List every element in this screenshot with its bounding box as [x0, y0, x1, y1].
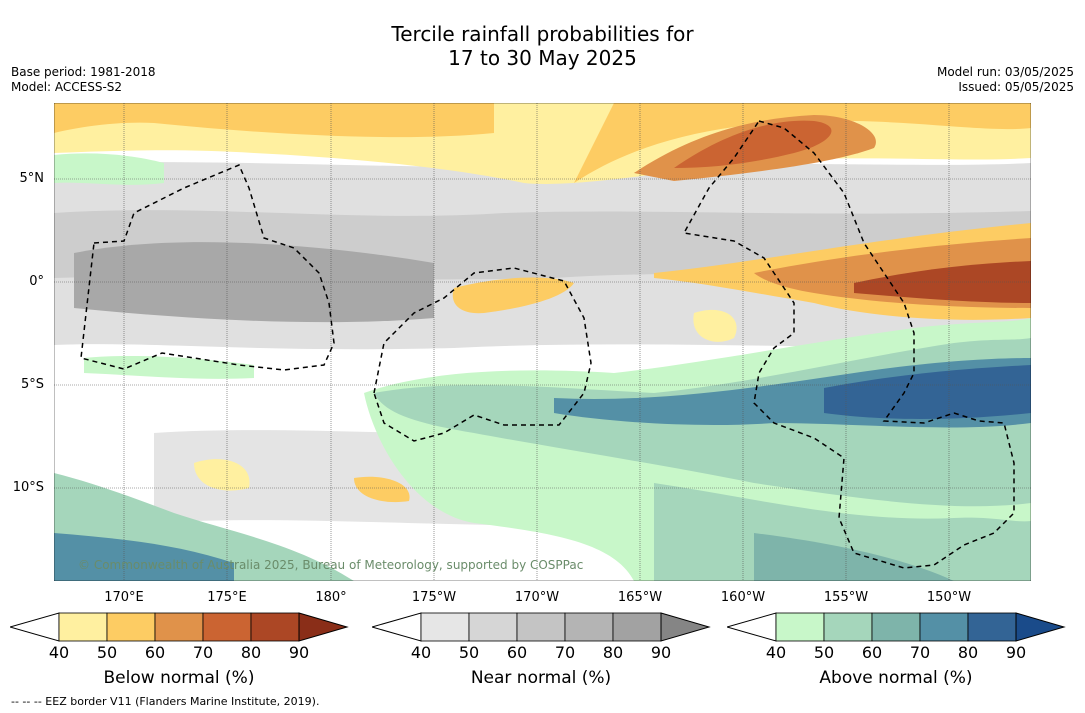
lon-label: 175°E	[207, 590, 247, 605]
colorbar-swatch	[250, 612, 300, 642]
colorbar-swatch	[420, 612, 470, 642]
colorbar-below-normal	[10, 612, 349, 642]
colorbar-label: Below normal (%)	[103, 668, 255, 688]
colorbar-tick: 80	[957, 643, 979, 662]
probability-map[interactable]	[54, 103, 1031, 581]
colorbar-swatch	[612, 612, 662, 642]
below-normal-region	[574, 103, 1031, 183]
colorbar-swatches	[775, 612, 1017, 642]
model-name: Model: ACCESS-S2	[11, 80, 123, 94]
lon-label: 170°E	[104, 590, 144, 605]
lon-label: 160°W	[720, 590, 766, 605]
copyright-notice: © Commonwealth of Australia 2025, Bureau…	[78, 558, 584, 572]
colorbar-above-normal	[727, 612, 1066, 642]
colorbar-over-arrow	[298, 612, 349, 642]
colorbar-tick: 90	[1005, 643, 1027, 662]
colorbar-swatch	[202, 612, 252, 642]
colorbar-tick: 60	[144, 643, 166, 662]
colorbar-swatch	[564, 612, 614, 642]
colorbar-swatch	[58, 612, 108, 642]
below-normal-region	[54, 103, 494, 138]
colorbar-tick: 60	[861, 643, 883, 662]
colorbar-under-arrow	[10, 612, 60, 642]
model-info: Base period: 1981-2018 Model: ACCESS-S2	[11, 65, 156, 95]
colorbar-under-arrow	[372, 612, 422, 642]
colorbar-tick: 50	[458, 643, 480, 662]
colorbar-swatch	[967, 612, 1017, 642]
above-normal-region	[654, 483, 1031, 581]
model-run-date: Model run: 03/05/2025	[936, 65, 1074, 79]
colorbar-swatch	[775, 612, 825, 642]
lat-label: 0°	[29, 274, 44, 289]
map-title: Tercile rainfall probabilities for 17 to…	[0, 22, 1085, 70]
colorbar-swatch	[516, 612, 566, 642]
eez-legend-note: -- -- -- EEZ border V11 (Flanders Marine…	[11, 695, 320, 708]
colorbar-swatches	[420, 612, 662, 642]
colorbar-tick: 60	[506, 643, 528, 662]
colorbar-over-arrow	[1015, 612, 1066, 642]
colorbar-tick: 40	[765, 643, 787, 662]
colorbar-swatch	[154, 612, 204, 642]
base-period: Base period: 1981-2018	[11, 65, 156, 79]
colorbar-tick: 70	[909, 643, 931, 662]
title-line-2: 17 to 30 May 2025	[448, 46, 637, 70]
colorbar-label: Near normal (%)	[470, 668, 612, 688]
colorbar-tick: 80	[240, 643, 262, 662]
colorbar-tick: 70	[192, 643, 214, 662]
below-normal-region	[452, 277, 574, 314]
lon-label: 180°	[315, 590, 347, 605]
graticule	[54, 103, 1031, 581]
colorbar-tick: 80	[602, 643, 624, 662]
colorbar-tick: 40	[48, 643, 70, 662]
colorbar-tick: 40	[410, 643, 432, 662]
colorbar-tick: 50	[813, 643, 835, 662]
run-info: Model run: 03/05/2025 Issued: 05/05/2025	[937, 65, 1074, 95]
colorbar-under-arrow	[727, 612, 777, 642]
lon-label: 175°W	[411, 590, 457, 605]
lat-label: 5°S	[20, 377, 44, 392]
colorbar-swatch	[871, 612, 921, 642]
colorbar-label: Above normal (%)	[819, 668, 973, 688]
above-normal-region	[824, 365, 1031, 419]
above-normal-region	[754, 533, 954, 581]
below-normal-region	[354, 476, 410, 503]
issued-date: Issued: 05/05/2025	[958, 80, 1074, 94]
lat-label: 5°N	[19, 171, 45, 186]
colorbar-swatch	[468, 612, 518, 642]
colorbar-swatch	[919, 612, 969, 642]
colorbar-swatch	[823, 612, 873, 642]
lon-label: 165°W	[617, 590, 663, 605]
eez-borders	[80, 120, 1015, 569]
below-normal-region	[674, 120, 832, 168]
lon-label: 155°W	[823, 590, 869, 605]
above-normal-region	[54, 533, 234, 581]
colorbar-near-normal	[372, 612, 711, 642]
above-normal-region	[84, 355, 254, 379]
title-line-1: Tercile rainfall probabilities for	[391, 22, 694, 46]
above-normal-region	[54, 153, 164, 185]
below-normal-region	[194, 459, 250, 491]
colorbar-swatch	[106, 612, 156, 642]
colorbar-tick: 90	[288, 643, 310, 662]
lon-label: 150°W	[926, 590, 972, 605]
lat-label: 10°S	[12, 480, 44, 495]
colorbar-tick: 90	[650, 643, 672, 662]
colorbar-tick: 50	[96, 643, 118, 662]
below-normal-region	[693, 309, 737, 342]
colorbar-swatches	[58, 612, 300, 642]
lon-label: 170°W	[514, 590, 560, 605]
colorbar-over-arrow	[660, 612, 711, 642]
colorbar-tick: 70	[554, 643, 576, 662]
